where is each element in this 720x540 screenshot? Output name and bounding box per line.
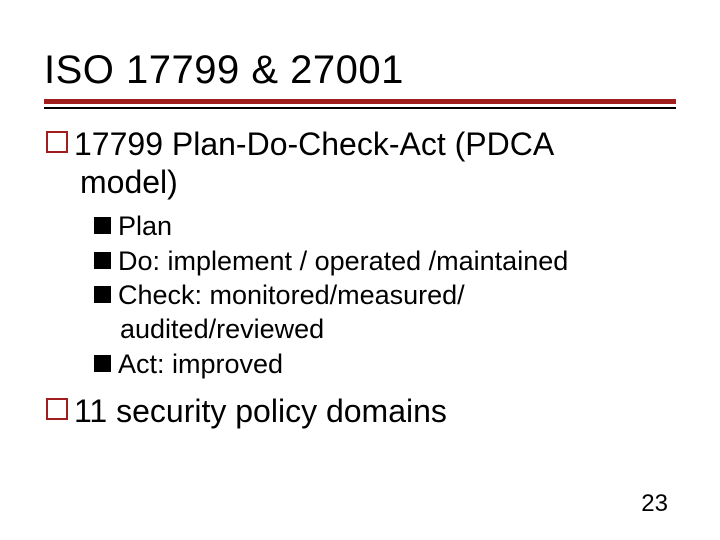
filled-square-icon — [94, 355, 111, 372]
slide: ISO 17799 & 27001 17799 Plan-Do-Check-Ac… — [0, 0, 720, 540]
bullet-level2: Do: implement / operated /maintained — [94, 245, 676, 279]
bullet-text-cont: audited/reviewed — [94, 313, 676, 347]
hollow-square-icon — [46, 398, 68, 420]
bullet-text-cont: model) — [46, 163, 676, 201]
hollow-square-icon — [46, 131, 68, 153]
bullet-text: Plan — [118, 211, 172, 241]
bullet-level2: Plan — [94, 210, 676, 244]
title-rule-thin — [44, 107, 676, 109]
bullet-text: Do: implement / operated /maintained — [118, 246, 568, 276]
bullet-level2: Act: improved — [94, 348, 676, 382]
filled-square-icon — [94, 286, 111, 303]
bullet-level1: 17799 Plan-Do-Check-Act (PDCA model) — [46, 125, 676, 202]
title-rule-accent — [44, 99, 676, 104]
bullet-text: Check: monitored/measured/ — [118, 280, 465, 310]
bullet-text: Act: improved — [118, 349, 283, 379]
sub-bullet-group: Plan Do: implement / operated /maintaine… — [94, 210, 676, 382]
filled-square-icon — [94, 252, 111, 269]
bullet-text: 11 security policy domains — [74, 393, 447, 429]
bullet-level2: Check: monitored/measured/ audited/revie… — [94, 279, 676, 347]
bullet-text: 17799 Plan-Do-Check-Act (PDCA — [74, 126, 554, 162]
bullet-level1: 11 security policy domains — [46, 392, 676, 430]
page-number: 23 — [641, 490, 668, 518]
filled-square-icon — [94, 217, 111, 234]
slide-title: ISO 17799 & 27001 — [44, 48, 676, 93]
